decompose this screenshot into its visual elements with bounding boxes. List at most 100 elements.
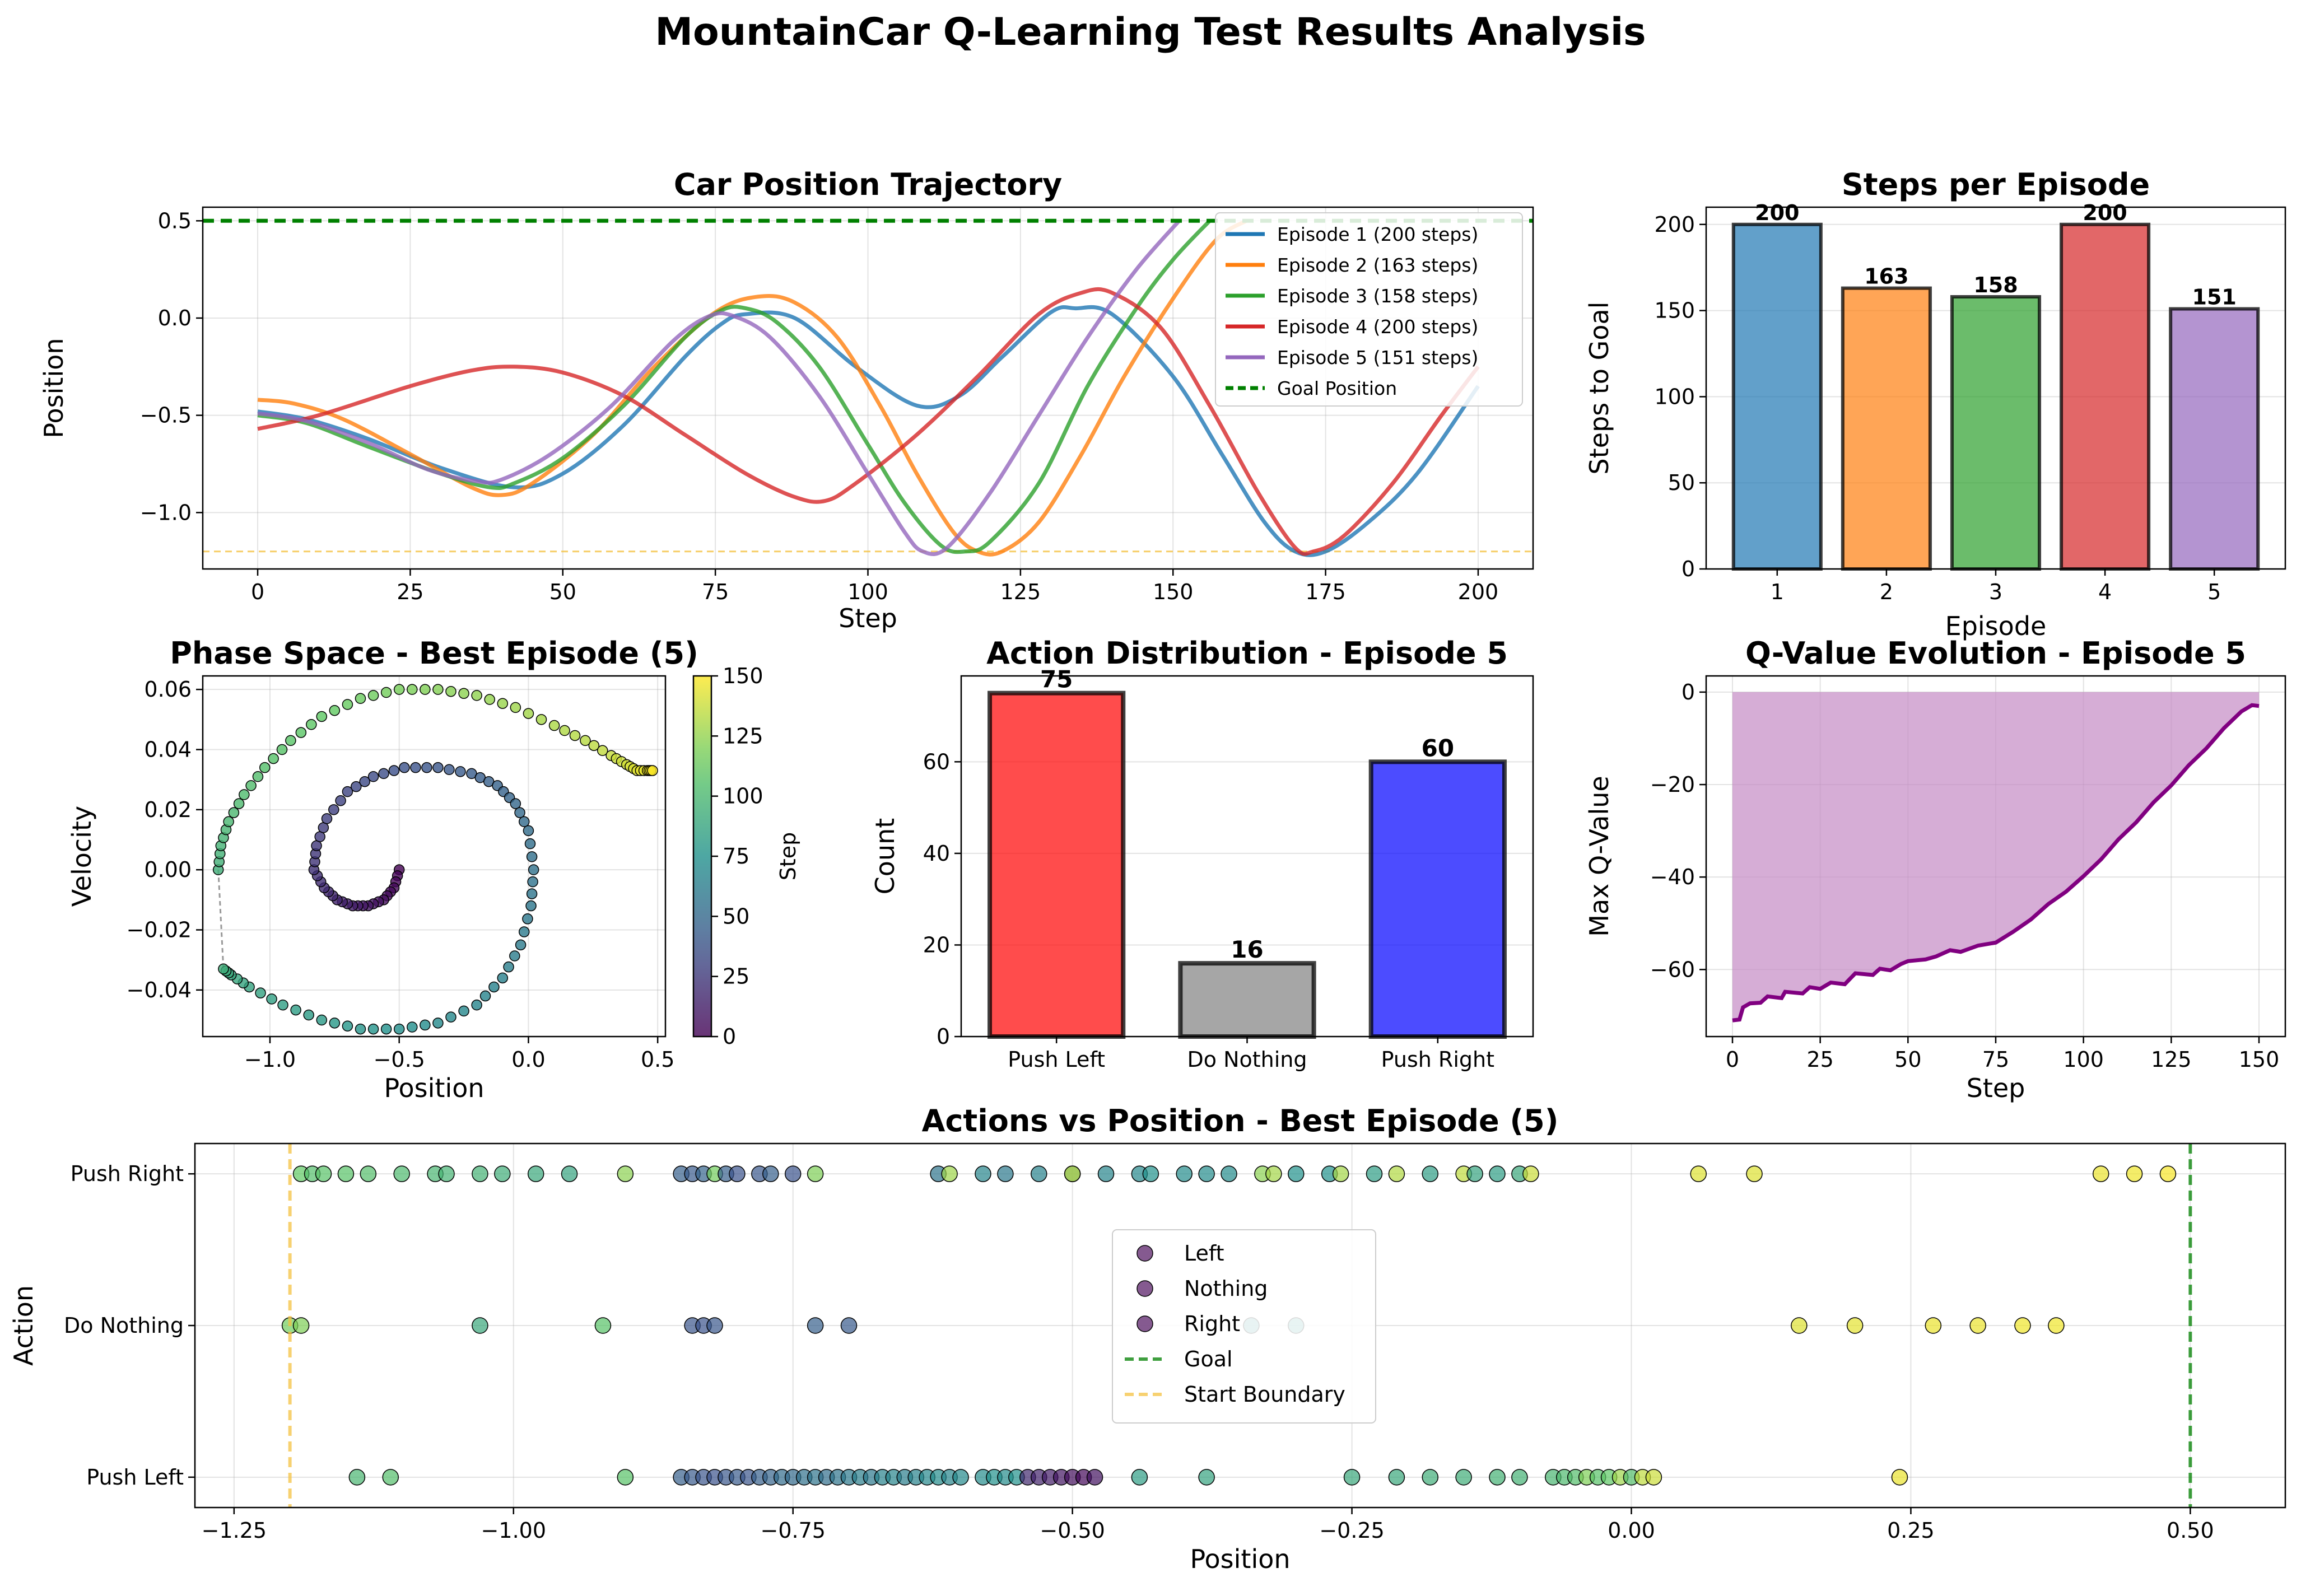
phase-point — [522, 913, 533, 925]
trajectory-legend-label: Goal Position — [1277, 377, 1397, 399]
phase-point — [471, 999, 482, 1011]
qvalue-xlabel: Step — [1967, 1073, 2025, 1103]
actpos-left-point — [1645, 1469, 1662, 1486]
colorbar-tick-label: 25 — [723, 964, 749, 989]
actpos-xtick-label: −1.25 — [202, 1518, 267, 1543]
phase-point — [432, 684, 444, 695]
phase-point — [393, 684, 405, 695]
actpos-left-point — [1489, 1469, 1506, 1486]
actpos-right-point — [494, 1165, 511, 1182]
actpos-nothing-point — [1791, 1317, 1808, 1334]
actpos-nothing-point — [706, 1317, 723, 1334]
actpos-xtick-label: −0.75 — [760, 1518, 825, 1543]
trajectory-frame — [202, 206, 1534, 570]
steps-frame — [1705, 206, 2286, 570]
trajectory-legend-label: Episode 2 (163 steps) — [1277, 254, 1478, 276]
phase-point — [407, 1021, 418, 1033]
phase-point — [455, 766, 466, 777]
colorbar — [692, 675, 712, 1038]
phase-ylabel: Velocity — [67, 806, 97, 907]
steps-bar-2 — [1841, 286, 1932, 571]
actions-bar-1 — [1178, 961, 1316, 1039]
actpos-left-point — [1343, 1469, 1361, 1486]
phase-point — [399, 762, 410, 773]
actpos-xtick-label: 0.00 — [1608, 1518, 1655, 1543]
steps-bar-1 — [1731, 222, 1823, 571]
phase-point — [432, 1018, 444, 1029]
phase-point — [588, 740, 600, 752]
actpos-left-point — [348, 1469, 366, 1486]
actpos-nothing-point — [2014, 1317, 2031, 1334]
steps-ytick-label: 0 — [1682, 557, 1695, 581]
steps-ytick-label: 50 — [1668, 470, 1695, 495]
phase-point — [306, 719, 317, 730]
trajectory-ytick-label: −0.5 — [140, 403, 192, 428]
actpos-left-point — [1131, 1469, 1148, 1486]
actpos-right-point — [762, 1165, 779, 1182]
steps-data-label: 200 — [1755, 200, 1799, 225]
actpos-nothing-point — [292, 1317, 310, 1334]
qvalue-xtick-label: 75 — [1982, 1047, 2009, 1072]
actpos-legend-label: Start Boundary — [1184, 1382, 1345, 1407]
phase-point — [285, 735, 296, 746]
phase-point — [458, 688, 469, 699]
actpos-ytick-label: Do Nothing — [64, 1313, 184, 1338]
trajectory-xtick-label: 175 — [1305, 580, 1346, 604]
phase-point — [580, 735, 591, 746]
phase-point — [393, 1023, 405, 1035]
actpos-nothing-point — [840, 1317, 858, 1334]
actpos-legend-label: Left — [1184, 1241, 1224, 1266]
steps-data-label: 200 — [2083, 200, 2127, 225]
actpos-xtick-label: −0.50 — [1040, 1518, 1105, 1543]
actpos-right-point — [360, 1165, 377, 1182]
phase-point — [259, 762, 271, 773]
phase-point — [528, 864, 539, 875]
trajectory-ylabel: Position — [39, 338, 69, 438]
colorbar-label: Step — [776, 832, 800, 881]
trajectory-xtick-label: 0 — [251, 580, 264, 604]
qvalue-ylabel: Max Q-Value — [1584, 776, 1614, 936]
actpos-right-point — [1064, 1165, 1081, 1182]
actpos-ylabel: Action — [8, 1285, 39, 1366]
trajectory-series-line-4 — [257, 287, 1480, 556]
colorbar-tick-label: 0 — [723, 1024, 736, 1049]
actpos-right-point — [807, 1165, 824, 1182]
actpos-nothing-point — [472, 1317, 488, 1334]
trajectory-chart: 0 25 50 75 100 125 150 175 200 −1.0 −0.5 0.0 0.5 Car … — [39, 167, 1534, 633]
trajectory-series-line-2 — [257, 219, 1247, 557]
actpos-right-point — [2126, 1165, 2143, 1182]
actpos-right-point — [1466, 1165, 1483, 1182]
actpos-right-point — [2092, 1165, 2109, 1182]
phase-point — [488, 981, 500, 993]
phase-point — [515, 939, 527, 951]
actpos-legend-marker — [1136, 1280, 1153, 1297]
phase-point — [355, 693, 366, 704]
actpos-right-point — [1142, 1165, 1159, 1182]
trajectory-xtick-label: 50 — [549, 580, 576, 604]
actpos-left-point — [952, 1469, 969, 1486]
phase-point — [471, 690, 482, 701]
actions-data-label: 75 — [1040, 666, 1073, 693]
steps-ylabel: Steps to Goal — [1584, 302, 1614, 475]
phase-point — [255, 987, 266, 998]
trajectory-xtick-label: 25 — [397, 580, 423, 604]
phase-point — [290, 1004, 301, 1016]
actpos-left-point — [1388, 1469, 1405, 1486]
actpos-right-point — [1522, 1165, 1539, 1182]
phase-ytick-label: 0.02 — [144, 797, 192, 822]
trajectory-ytick-label: −1.0 — [140, 500, 192, 525]
actpos-right-point — [617, 1165, 634, 1182]
phase-point — [432, 762, 444, 773]
phase-xlabel: Position — [384, 1073, 484, 1103]
phase-point — [484, 694, 495, 705]
actions-ylabel: Count — [870, 818, 900, 895]
actpos-ytick-label: Push Left — [86, 1465, 184, 1490]
phase-point — [497, 698, 509, 709]
actpos-right-point — [975, 1165, 991, 1182]
actpos-legend-marker — [1136, 1315, 1153, 1332]
steps-xlabel: Episode — [1945, 611, 2047, 641]
actpos-right-point — [1221, 1165, 1237, 1182]
phase-point — [420, 1019, 431, 1031]
actpos-legend-label: Right — [1184, 1312, 1240, 1336]
actpos-nothing-point — [594, 1317, 612, 1334]
